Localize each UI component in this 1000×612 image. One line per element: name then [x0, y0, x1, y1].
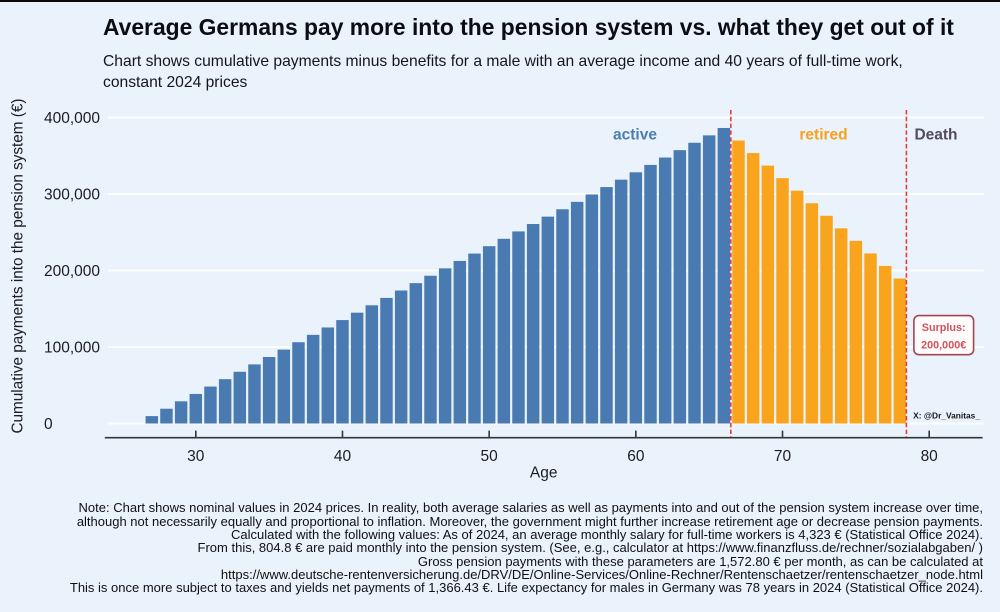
svg-text:0: 0 [44, 416, 53, 433]
svg-text:70: 70 [774, 448, 792, 465]
svg-text:40: 40 [334, 448, 352, 465]
svg-text:400,000: 400,000 [44, 110, 100, 127]
svg-text:200,000: 200,000 [44, 263, 100, 280]
svg-text:Cumulative payments into the p: Cumulative payments into the pension sys… [9, 99, 26, 434]
svg-text:Age: Age [530, 465, 558, 482]
svg-text:Death: Death [914, 127, 957, 144]
svg-text:retired: retired [799, 127, 847, 144]
svg-text:200,000€: 200,000€ [921, 340, 966, 352]
svg-text:80: 80 [921, 448, 939, 465]
svg-text:60: 60 [627, 448, 645, 465]
svg-text:active: active [613, 127, 657, 144]
svg-text:300,000: 300,000 [44, 187, 100, 204]
svg-text:30: 30 [187, 448, 205, 465]
svg-text:100,000: 100,000 [44, 340, 100, 357]
svg-text:50: 50 [481, 448, 499, 465]
svg-text:Surplus:: Surplus: [922, 322, 966, 334]
svg-text:X: @Dr_Vanitas_: X: @Dr_Vanitas_ [913, 411, 980, 421]
